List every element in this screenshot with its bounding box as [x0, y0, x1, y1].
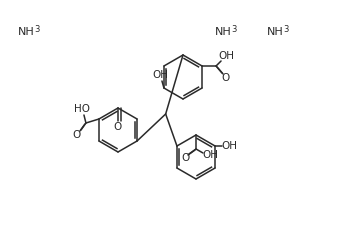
- Text: O: O: [114, 122, 122, 132]
- Text: O: O: [181, 153, 189, 163]
- Text: HO: HO: [74, 104, 90, 114]
- Text: NH: NH: [215, 27, 232, 37]
- Text: OH: OH: [221, 141, 237, 151]
- Text: NH: NH: [18, 27, 35, 37]
- Text: 3: 3: [231, 25, 236, 34]
- Text: OH: OH: [152, 70, 168, 80]
- Text: 3: 3: [283, 25, 288, 34]
- Text: 3: 3: [34, 25, 39, 34]
- Text: OH: OH: [218, 51, 234, 61]
- Text: O: O: [221, 73, 229, 83]
- Text: O: O: [73, 130, 81, 140]
- Text: NH: NH: [267, 27, 284, 37]
- Text: OH: OH: [202, 150, 218, 160]
